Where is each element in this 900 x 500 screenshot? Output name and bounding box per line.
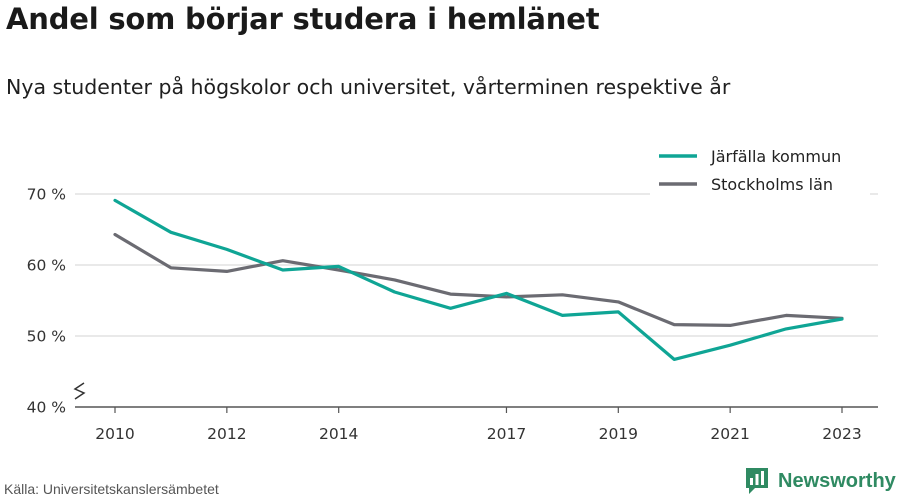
newsworthy-logo-icon: [746, 468, 768, 494]
x-tick-label: 2021: [710, 425, 749, 443]
x-tick-label: 2019: [599, 425, 638, 443]
x-tick-label: 2017: [487, 425, 526, 443]
brand-logo: Newsworthy: [744, 466, 896, 496]
y-tick-label: 40 %: [27, 399, 66, 417]
brand-name: Newsworthy: [778, 469, 896, 492]
legend-label: Järfälla kommun: [710, 147, 841, 166]
chart-title: Andel som börjar studera i hemlänet: [6, 2, 600, 36]
legend-background: [650, 142, 870, 196]
source-note: Källa: Universitetskanslersämbetet: [4, 481, 219, 497]
x-tick-label: 2010: [95, 425, 134, 443]
x-tick-label: 2014: [319, 425, 358, 443]
series-line: [113, 232, 844, 327]
chart-subtitle: Nya studenter på högskolor och universit…: [6, 75, 731, 99]
legend-label: Stockholms län: [711, 175, 833, 194]
y-tick-label: 70 %: [27, 186, 66, 204]
y-tick-label: 60 %: [27, 257, 66, 275]
series-line: [113, 198, 844, 361]
x-tick-label: 2023: [822, 425, 861, 443]
x-tick-label: 2012: [207, 425, 246, 443]
y-tick-label: 50 %: [27, 328, 66, 346]
axis-break-icon: [73, 382, 86, 400]
